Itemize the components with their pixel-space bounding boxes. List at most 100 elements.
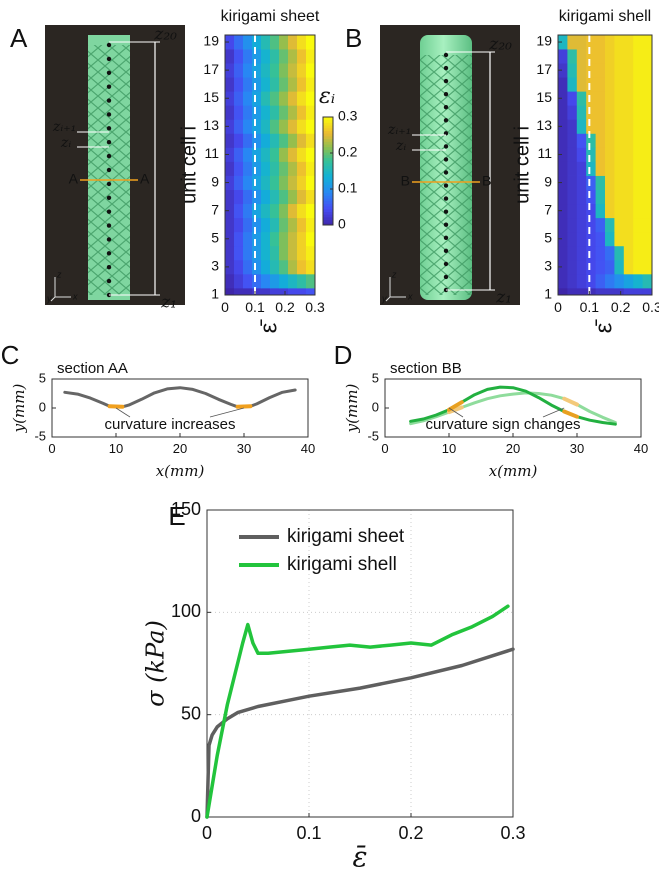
heatmap-cell — [586, 273, 596, 289]
heatmap-cell — [586, 77, 596, 92]
heatmap-cell — [270, 77, 280, 92]
heatmap-cell — [567, 119, 578, 134]
heatmap-cell — [623, 231, 634, 247]
heatmap-cell — [623, 175, 634, 190]
heatmap-cell — [252, 91, 262, 106]
colorbar-step — [323, 173, 333, 177]
heatmap-cell — [261, 63, 271, 78]
heatmap-cell — [288, 175, 298, 190]
heatmap-cell — [297, 203, 307, 219]
heatmap-cell — [279, 217, 289, 233]
heatmap-cell — [306, 133, 315, 148]
heatmap-cell — [243, 245, 253, 261]
heatmap-cell — [586, 161, 596, 176]
unit-dot — [106, 98, 112, 103]
unit-dot — [106, 209, 112, 214]
heatmap-cell — [595, 203, 606, 219]
x-tick-label: 30 — [237, 441, 251, 456]
heatmap-cell — [623, 119, 634, 134]
heatmap-cell — [243, 273, 253, 289]
heatmap-cell — [279, 119, 289, 134]
heatmap-cell — [558, 189, 568, 205]
heatmap-cell — [252, 217, 262, 233]
heatmap-cell — [252, 133, 262, 148]
colorbar-step — [323, 127, 333, 131]
panel-letter: B — [345, 23, 362, 53]
heatmap-cell — [595, 217, 606, 233]
heatmap-cell — [288, 77, 298, 92]
heatmap-cell — [288, 147, 298, 162]
unit-dot — [443, 196, 449, 201]
heatmap-cell — [252, 203, 262, 219]
heatmap-cell — [270, 189, 280, 205]
heatmap-cell — [642, 77, 652, 92]
y-axis-label: σ (kPa) — [142, 620, 170, 707]
panel-letter: C — [1, 340, 20, 370]
heatmap-cell — [234, 147, 244, 162]
heatmap-cell — [270, 119, 280, 134]
unit-dot — [443, 118, 449, 123]
section-left: A — [69, 171, 79, 187]
y-tick-label: 19 — [536, 33, 552, 49]
y-tick-label: 50 — [181, 703, 201, 723]
heatmap-cell — [270, 259, 280, 275]
heatmap-cell — [288, 259, 298, 275]
x-tick-label: 0.1 — [245, 299, 265, 315]
unit-dot — [443, 131, 449, 136]
z-lower-label: zᵢ — [60, 135, 71, 151]
colorbar-step — [323, 216, 333, 221]
heatmap-cell — [614, 259, 625, 275]
colorbar-step — [323, 211, 333, 215]
heatmap-cell — [595, 133, 606, 148]
heatmap-cell — [614, 217, 625, 233]
heatmap-cell — [279, 105, 289, 120]
heatmap-cell — [558, 35, 568, 50]
heatmap-cell — [270, 231, 280, 247]
heatmap-cell — [633, 287, 643, 295]
plot-frame — [384, 378, 642, 438]
heatmap-cell — [586, 245, 596, 261]
heatmap-cell — [261, 147, 271, 162]
heatmap-cell — [261, 231, 271, 247]
heatmap-cell — [225, 105, 235, 120]
unit-dot — [106, 167, 112, 173]
colorbar-step — [323, 141, 333, 145]
heatmap-cell — [633, 175, 643, 190]
x-axis-label: ε̄ — [352, 841, 367, 872]
unit-dot — [443, 157, 449, 162]
heatmap-cell — [225, 189, 235, 205]
heatmap-cell — [225, 77, 235, 92]
heatmap-cell — [595, 259, 606, 275]
heatmap-cell — [261, 175, 271, 190]
heatmap-cell — [288, 189, 298, 205]
heatmap-cell — [279, 273, 289, 289]
unit-dot — [106, 42, 112, 48]
heatmap-cell — [567, 203, 578, 219]
heatmap-cell — [225, 161, 235, 176]
heatmap-cell — [623, 273, 634, 289]
heatmap-cell — [306, 217, 315, 233]
heatmap-cell — [576, 91, 587, 106]
colorbar-step — [323, 171, 333, 175]
heatmap-cell — [623, 161, 634, 176]
heatmap-cell — [576, 287, 587, 295]
heatmap-cell — [306, 105, 315, 120]
heatmap-cell — [243, 231, 253, 247]
heatmap-cells — [225, 35, 315, 295]
heatmap-cell — [252, 105, 262, 120]
x-tick-label: 0 — [202, 823, 212, 843]
line-series — [107, 404, 253, 409]
x-axis-label: x(mm) — [489, 462, 538, 480]
colorbar-step — [323, 179, 333, 183]
heatmap-cell — [614, 49, 625, 64]
heatmap-cell — [270, 287, 280, 295]
heatmap-cell — [225, 175, 235, 190]
heatmap-cell — [642, 147, 652, 162]
y-tick-label: 9 — [544, 173, 552, 189]
heatmap-cell — [279, 231, 289, 247]
heatmap-cell — [306, 91, 315, 106]
annotation-pointer — [209, 407, 245, 418]
y-tick-label: 5 — [211, 229, 219, 245]
y-tick-label: 3 — [211, 258, 219, 274]
y-tick-label: 3 — [544, 258, 552, 274]
